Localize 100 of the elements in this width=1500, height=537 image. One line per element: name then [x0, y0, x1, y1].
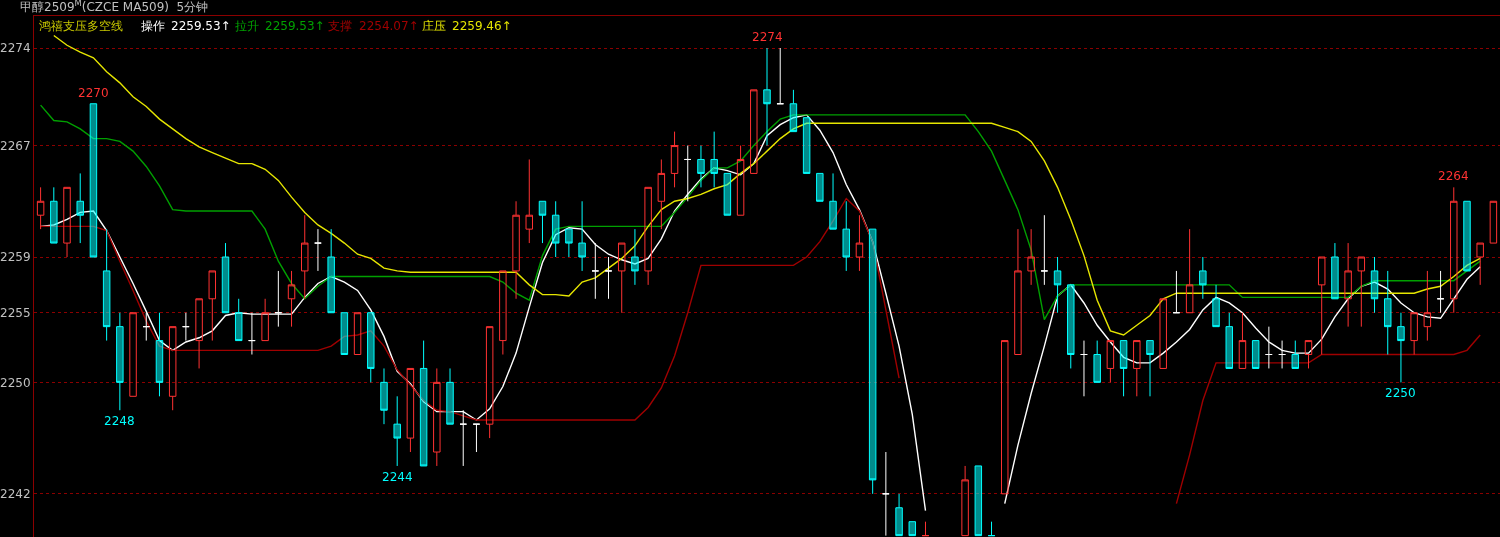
candlestick: [1304, 340, 1313, 369]
candlestick: [380, 367, 388, 425]
candlestick: [1476, 242, 1484, 286]
candlestick: [1278, 340, 1286, 369]
candlestick: [1053, 256, 1062, 314]
candlestick: [36, 186, 45, 230]
candlestick: [261, 298, 269, 342]
candlestick: [459, 409, 467, 467]
candlestick: [485, 326, 494, 439]
candlestick: [908, 521, 917, 537]
text: 庄压: [422, 19, 446, 33]
candlestick: [1344, 242, 1352, 328]
candlestick: [802, 117, 811, 174]
candlestick: [1463, 200, 1471, 272]
annotation: 2254.07↑: [359, 19, 419, 33]
line-series: [39, 104, 1481, 321]
candlestick: [736, 145, 745, 216]
candlestick: [868, 228, 877, 495]
candlestick: [1172, 270, 1181, 314]
candlestick: [1423, 270, 1432, 342]
candlestick: [102, 228, 111, 342]
candlestick: [842, 200, 850, 272]
candlestick: [1199, 256, 1207, 300]
chart-title: 甲醇2509$^{M}$(CZCE MA509) 5分钟: [20, 0, 209, 15]
candlestick: [670, 131, 679, 188]
candlestick: [1436, 270, 1445, 314]
candlestick: [419, 340, 428, 467]
candlestick: [234, 298, 243, 342]
candlestick: [1251, 340, 1260, 369]
candlestick: [895, 493, 903, 537]
candlestick: [684, 145, 692, 202]
candlestick: [287, 270, 296, 328]
candlestick: [446, 367, 454, 425]
candlestick: [1384, 270, 1392, 356]
candlestick: [1067, 284, 1075, 369]
candlestick: [1212, 284, 1220, 328]
annotation: 2259.53↑: [265, 19, 325, 33]
candlestick: [129, 312, 137, 397]
candlestick: [657, 158, 666, 230]
candlestick: [155, 312, 164, 397]
candlestick: [578, 200, 586, 272]
chart-subtitle: 鸿禧支压多空线: [39, 19, 123, 33]
candlestick: [1489, 200, 1498, 244]
candlestick: [340, 312, 349, 356]
candlestick: [168, 326, 177, 411]
candlestick: [631, 228, 639, 286]
candlestick: [525, 158, 534, 244]
candlestick: [644, 186, 652, 286]
candlestick: [274, 270, 283, 328]
annotation: 2248: [104, 414, 135, 428]
candlestick: [1238, 312, 1247, 369]
y-tick-label: 2242: [0, 487, 31, 502]
candlestick: [921, 521, 930, 537]
candlestick: [116, 312, 124, 411]
candlestick: [604, 256, 613, 300]
annotation: 2250: [1385, 386, 1416, 400]
candlestick: [710, 131, 718, 188]
y-tick-label: 2250: [0, 375, 31, 390]
candlestick: [1093, 340, 1101, 383]
text: 操作: [141, 19, 165, 33]
y-tick-label: 2267: [0, 138, 31, 153]
candlestick: [1225, 312, 1233, 369]
candlestick: [1106, 340, 1115, 383]
candlestick: [182, 312, 190, 342]
candlestick: [789, 89, 798, 133]
candlestick: [393, 395, 401, 467]
candlestick: [1027, 228, 1035, 286]
candlestick: [221, 242, 230, 314]
candlestick: [763, 47, 771, 147]
candlestick: [829, 172, 837, 230]
candlestick: [142, 312, 150, 342]
y-tick-label: 2274: [0, 41, 31, 56]
annotation: 2259.46↑: [452, 19, 512, 33]
annotation: 2270: [78, 86, 109, 100]
candlestick: [50, 186, 58, 244]
candlestick: [367, 312, 375, 383]
candlestick: [1331, 242, 1339, 300]
text: 拉升: [235, 19, 259, 33]
candlestick: [1146, 340, 1154, 397]
candlestick: [1291, 340, 1300, 369]
y-tick-label: 2259: [0, 250, 31, 265]
candlestick: [208, 270, 217, 342]
candlestick: [538, 200, 547, 244]
annotation: 2274: [752, 30, 783, 44]
candlestick: [697, 145, 705, 188]
candlestick: [974, 465, 983, 537]
candlestick: [1397, 312, 1405, 383]
candlestick: [89, 103, 98, 258]
text: 支撑: [328, 19, 352, 33]
candlestick: [855, 214, 864, 272]
y-tick-label: 2255: [0, 305, 31, 320]
candlestick: [406, 367, 415, 453]
candlestick: [248, 312, 256, 356]
candlestick: [617, 242, 626, 314]
candlestick: [882, 451, 890, 537]
annotation: 2264: [1438, 169, 1469, 183]
candlestick: [63, 186, 71, 258]
candlestick: [591, 242, 600, 300]
candlestick: [816, 172, 824, 202]
candlestick: [565, 228, 573, 258]
